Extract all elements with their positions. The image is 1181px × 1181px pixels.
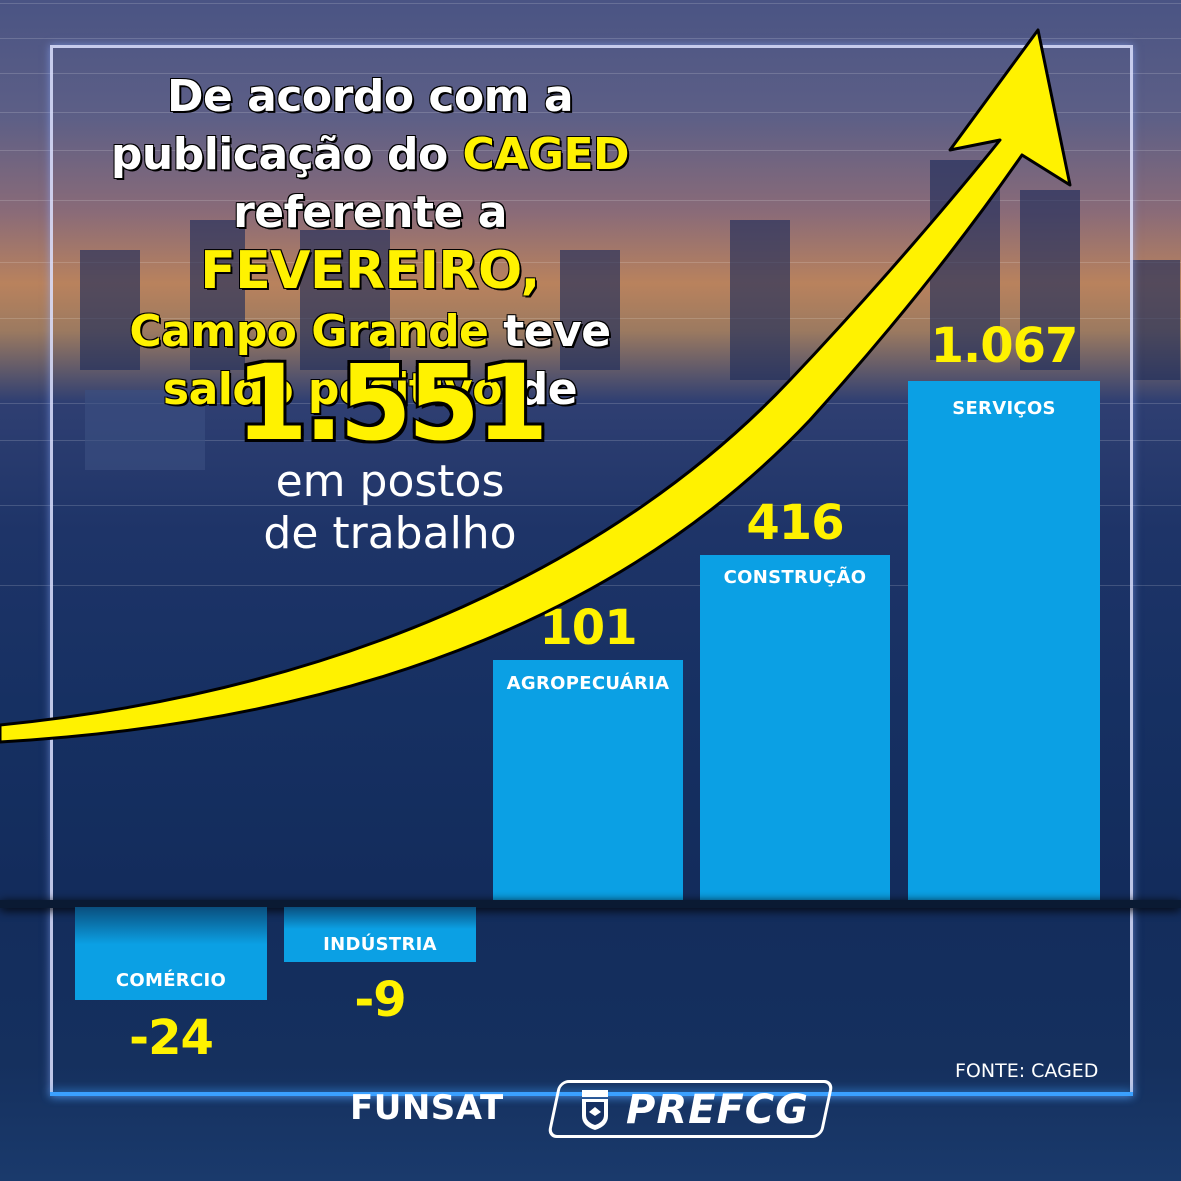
coat-of-arms-icon [582, 1090, 608, 1130]
bar-comercio: COMÉRCIO [75, 907, 267, 1000]
total-value: 1.551 [235, 342, 549, 464]
bar-label-servicos: SERVIÇOS [952, 398, 1056, 419]
value-agropecuaria: 101 [539, 600, 637, 656]
bar-agropecuaria: AGROPECUÁRIA [493, 660, 683, 902]
source-note: FONTE: CAGED [955, 1060, 1099, 1082]
bar-label-agropecuaria: AGROPECUÁRIA [506, 673, 670, 694]
value-industria: -9 [354, 972, 406, 1028]
bar-servicos: SERVIÇOS [908, 381, 1100, 902]
bar-construcao: CONSTRUÇÃO [700, 555, 890, 902]
total-subtitle: em postos de trabalho [190, 456, 590, 560]
bar-label-construcao: CONSTRUÇÃO [723, 567, 867, 588]
value-construcao: 416 [746, 495, 844, 551]
subtitle-line-1: em postos [275, 456, 505, 507]
funsat-logo: FUNSAT [350, 1088, 504, 1128]
headline-line-1: De acordo com a [166, 71, 574, 122]
bar-industria [284, 907, 476, 962]
headline-line-2: publicação do CAGED [110, 129, 630, 180]
prefcg-text: PREFCG [626, 1087, 809, 1133]
prefcg-logo: PREFCG [546, 1080, 835, 1138]
value-comercio: -24 [129, 1010, 214, 1066]
subtitle-line-2: de trabalho [263, 508, 517, 559]
headline-line-3: referente a FEVEREIRO, [200, 187, 540, 301]
bar-label-industria-text: INDÚSTRIA [323, 934, 437, 955]
value-servicos: 1.067 [930, 318, 1079, 374]
zero-baseline [0, 900, 1181, 908]
bar-label-comercio: COMÉRCIO [115, 970, 227, 991]
